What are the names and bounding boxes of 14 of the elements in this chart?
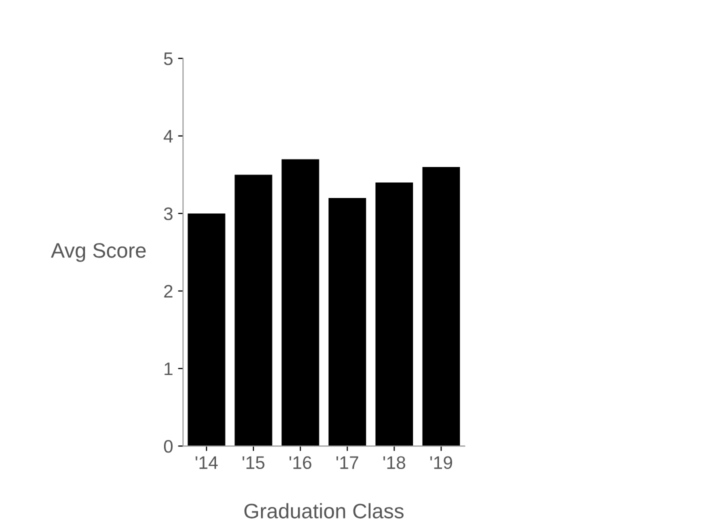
x-tick-label: '19	[430, 456, 452, 470]
y-axis-title: Avg Score	[50, 243, 146, 262]
x-tick-label: '18	[383, 456, 406, 470]
x-axis-title: Graduation Class	[244, 503, 404, 518]
x-tick-label: '17	[336, 456, 358, 469]
x-tick-label: '15	[242, 456, 264, 470]
x-tick-label: '16	[290, 456, 312, 470]
x-tick-label: '14	[196, 456, 218, 469]
y-tick-label: 5	[164, 52, 173, 66]
y-tick-label: 1	[164, 362, 172, 376]
y-tick-label: 3	[164, 207, 173, 220]
y-tick-label: 2	[164, 284, 172, 298]
y-tick-label: 4	[164, 130, 173, 142]
y-tick-label: 0	[164, 440, 173, 453]
